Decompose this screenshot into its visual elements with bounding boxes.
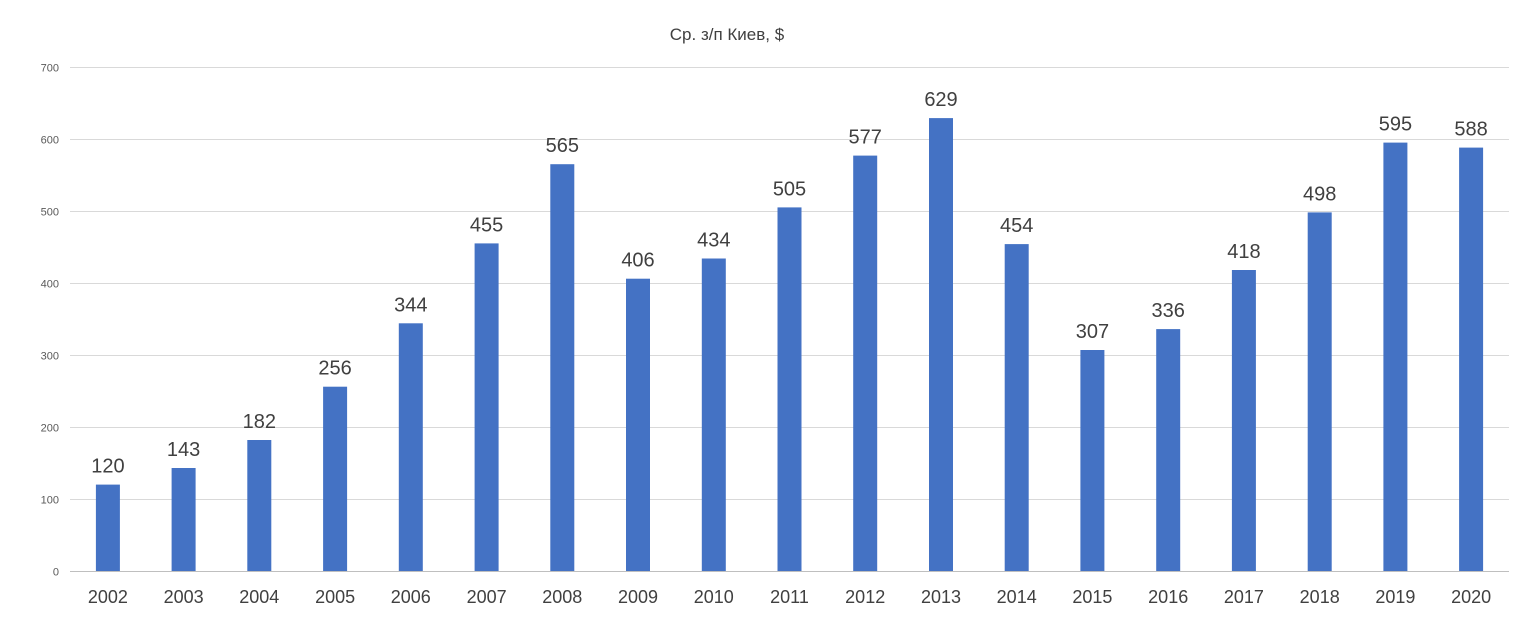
bar-2012	[853, 155, 878, 571]
x-axis-ticks: 2002 2003 2004 2005 2006 2007 2008 2009 2010 2011…	[88, 587, 1491, 607]
bar-2018	[1307, 212, 1332, 571]
x-tick-label-2015: 2015	[1072, 587, 1112, 607]
bar-2002	[95, 484, 120, 571]
data-label-2013: 629	[924, 89, 957, 111]
x-tick-label-2011: 2011	[770, 587, 809, 607]
y-tick-label: 600	[41, 135, 59, 147]
data-label-2005: 256	[318, 358, 351, 380]
bar-2014	[1004, 244, 1029, 571]
data-label-2020: 588	[1454, 119, 1487, 141]
bar-2004	[247, 440, 272, 571]
data-label-2016: 336	[1152, 300, 1185, 322]
data-labels: 120 143 182 256 344 455 565 406 434 505 577 629 454 3…	[91, 89, 1488, 478]
y-tick-label: 0	[53, 567, 59, 579]
data-label-2014: 454	[1000, 215, 1033, 237]
x-tick-label-2003: 2003	[164, 587, 204, 607]
bar-2011	[777, 207, 802, 571]
bar-2007	[474, 243, 499, 571]
bar-2015	[1080, 350, 1105, 571]
data-label-2004: 182	[243, 411, 276, 433]
bar-2013	[929, 118, 953, 571]
bar-2010	[701, 258, 726, 571]
x-tick-label-2009: 2009	[618, 587, 658, 607]
x-tick-label-2004: 2004	[239, 587, 279, 607]
data-label-2002: 120	[91, 456, 124, 478]
bar-2008	[550, 164, 575, 571]
x-tick-label-2012: 2012	[845, 587, 885, 607]
data-label-2008: 565	[546, 135, 579, 157]
bar-2020	[1459, 147, 1484, 571]
data-label-2009: 406	[621, 250, 654, 272]
x-tick-label-2020: 2020	[1451, 587, 1491, 607]
bar-2003	[171, 468, 196, 571]
x-tick-label-2007: 2007	[467, 587, 507, 607]
y-tick-label: 500	[41, 207, 59, 219]
y-tick-label: 300	[41, 351, 59, 363]
data-label-2007: 455	[470, 214, 503, 236]
y-tick-label: 200	[41, 423, 59, 435]
data-label-2010: 434	[697, 230, 730, 252]
bar-2006	[398, 323, 423, 571]
x-tick-label-2016: 2016	[1148, 587, 1188, 607]
x-tick-label-2014: 2014	[997, 587, 1037, 607]
x-tick-label-2010: 2010	[694, 587, 734, 607]
x-tick-label-2018: 2018	[1300, 587, 1340, 607]
x-tick-label-2017: 2017	[1224, 587, 1264, 607]
bar-2009	[626, 278, 650, 571]
data-label-2017: 418	[1227, 241, 1260, 263]
y-tick-label: 700	[41, 63, 59, 75]
x-tick-label-2019: 2019	[1375, 587, 1415, 607]
data-label-2015: 307	[1076, 321, 1109, 343]
bar-2005	[323, 386, 348, 571]
y-tick-label: 100	[41, 495, 59, 507]
data-label-2019: 595	[1379, 114, 1412, 136]
x-tick-label-2005: 2005	[315, 587, 355, 607]
data-label-2003: 143	[167, 439, 200, 461]
x-tick-label-2008: 2008	[542, 587, 582, 607]
bar-2019	[1383, 142, 1408, 571]
data-label-2011: 505	[773, 178, 806, 200]
x-tick-label-2013: 2013	[921, 587, 961, 607]
data-label-2018: 498	[1303, 183, 1336, 205]
y-tick-label: 400	[41, 279, 59, 291]
x-tick-label-2002: 2002	[88, 587, 128, 607]
y-axis-ticks: 0 100 200 300 400 500 600 700	[41, 63, 59, 579]
bar-2017	[1231, 270, 1256, 571]
data-label-2012: 577	[849, 127, 882, 149]
data-label-2006: 344	[394, 294, 427, 316]
bar-2016	[1156, 329, 1181, 571]
bars	[95, 118, 1484, 571]
x-tick-label-2006: 2006	[391, 587, 431, 607]
chart-title: Ср. з/п Киев, $	[670, 25, 785, 44]
